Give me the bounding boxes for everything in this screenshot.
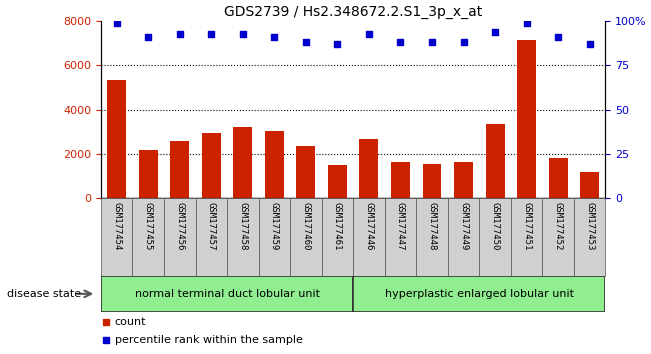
Point bbox=[458, 40, 469, 45]
Bar bbox=[574, 198, 605, 276]
Text: GSM177454: GSM177454 bbox=[112, 202, 121, 251]
Bar bbox=[391, 162, 410, 198]
Point bbox=[301, 40, 311, 45]
Text: GSM177461: GSM177461 bbox=[333, 202, 342, 251]
Point bbox=[111, 20, 122, 26]
Text: GSM177446: GSM177446 bbox=[365, 202, 374, 251]
Bar bbox=[195, 198, 227, 276]
Bar bbox=[164, 198, 195, 276]
Text: GSM177455: GSM177455 bbox=[144, 202, 153, 251]
Point bbox=[364, 31, 374, 36]
Text: GSM177449: GSM177449 bbox=[459, 202, 468, 251]
Bar bbox=[454, 162, 473, 198]
Bar bbox=[258, 198, 290, 276]
Bar bbox=[322, 198, 353, 276]
Bar bbox=[265, 131, 284, 198]
Bar bbox=[416, 198, 448, 276]
Point bbox=[206, 31, 217, 36]
Bar bbox=[139, 149, 158, 198]
Text: percentile rank within the sample: percentile rank within the sample bbox=[115, 335, 303, 344]
Bar bbox=[422, 164, 441, 198]
Point bbox=[269, 34, 279, 40]
Bar bbox=[542, 198, 574, 276]
Point bbox=[585, 41, 595, 47]
Text: GSM177458: GSM177458 bbox=[238, 202, 247, 251]
Text: GSM177457: GSM177457 bbox=[207, 202, 215, 251]
Bar bbox=[296, 145, 315, 198]
Text: GSM177453: GSM177453 bbox=[585, 202, 594, 251]
Point bbox=[143, 34, 154, 40]
Title: GDS2739 / Hs2.348672.2.S1_3p_x_at: GDS2739 / Hs2.348672.2.S1_3p_x_at bbox=[224, 5, 482, 19]
Text: GSM177452: GSM177452 bbox=[553, 202, 562, 251]
Bar bbox=[359, 139, 378, 198]
Text: GSM177460: GSM177460 bbox=[301, 202, 311, 251]
Bar bbox=[227, 198, 258, 276]
Bar bbox=[479, 198, 511, 276]
Bar bbox=[517, 40, 536, 198]
Point bbox=[238, 31, 248, 36]
Bar bbox=[353, 276, 605, 312]
Text: GSM177459: GSM177459 bbox=[270, 202, 279, 251]
Text: GSM177450: GSM177450 bbox=[491, 202, 499, 251]
Point bbox=[395, 40, 406, 45]
Point bbox=[332, 41, 342, 47]
Text: GSM177448: GSM177448 bbox=[428, 202, 437, 251]
Bar bbox=[233, 127, 253, 198]
Bar bbox=[290, 198, 322, 276]
Bar bbox=[511, 198, 542, 276]
Point bbox=[490, 29, 500, 35]
Bar bbox=[101, 276, 353, 312]
Bar bbox=[202, 132, 221, 198]
Point bbox=[553, 34, 563, 40]
Bar bbox=[580, 172, 599, 198]
Text: GSM177451: GSM177451 bbox=[522, 202, 531, 251]
Bar bbox=[132, 198, 164, 276]
Bar bbox=[385, 198, 416, 276]
Bar bbox=[171, 141, 189, 198]
Point bbox=[427, 40, 437, 45]
Text: count: count bbox=[115, 318, 146, 327]
Text: disease state: disease state bbox=[7, 289, 81, 299]
Text: GSM177456: GSM177456 bbox=[175, 202, 184, 251]
Bar bbox=[486, 124, 505, 198]
Bar bbox=[101, 198, 132, 276]
Bar bbox=[328, 165, 347, 198]
Point bbox=[521, 20, 532, 26]
Bar bbox=[107, 80, 126, 198]
Bar bbox=[549, 159, 568, 198]
Bar bbox=[448, 198, 479, 276]
Text: GSM177447: GSM177447 bbox=[396, 202, 405, 251]
Text: normal terminal duct lobular unit: normal terminal duct lobular unit bbox=[135, 289, 320, 299]
Text: hyperplastic enlarged lobular unit: hyperplastic enlarged lobular unit bbox=[385, 289, 574, 299]
Point bbox=[174, 31, 185, 36]
Bar bbox=[353, 198, 385, 276]
